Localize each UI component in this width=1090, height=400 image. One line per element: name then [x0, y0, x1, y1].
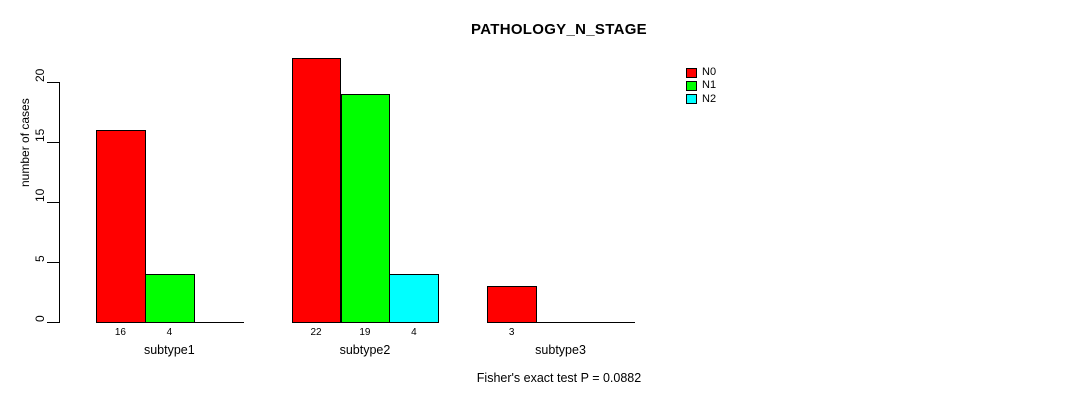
bar-value-label: 19: [359, 327, 371, 338]
category-label-subtype1: subtype1: [143, 343, 195, 357]
legend-row-n0: N0: [686, 66, 716, 79]
bar-value-label: 4: [166, 327, 173, 338]
category-label-subtype3: subtype3: [535, 343, 586, 357]
bar-value-label: 4: [411, 327, 417, 338]
legend-label: N0: [702, 66, 717, 79]
legend-swatch-icon: [686, 94, 697, 105]
bar-value-label: 3: [508, 327, 515, 338]
y-tick-mark: [47, 262, 59, 263]
legend-row-n2: N2: [686, 93, 716, 106]
legend-label: N1: [702, 79, 717, 92]
y-tick-mark: [47, 202, 59, 203]
bar-value-label: 16: [114, 327, 126, 338]
legend: N0 N1 N2: [686, 66, 716, 106]
y-tick-mark: [47, 322, 59, 323]
legend-label: N2: [702, 92, 717, 105]
stat-test-annotation: Fisher's exact test P = 0.0882: [476, 371, 642, 385]
bar-n2-subtype2: [389, 274, 440, 323]
bar-value-label: 22: [310, 327, 322, 338]
x-axis-segment: [487, 322, 635, 323]
y-axis-line: [59, 82, 60, 323]
bar-n0-subtype1: [96, 130, 146, 323]
legend-swatch-icon: [686, 80, 697, 91]
bar-n0-subtype3: [487, 286, 538, 323]
category-label-subtype2: subtype2: [339, 343, 391, 357]
y-tick-mark: [47, 142, 59, 143]
legend-swatch-icon: [686, 67, 697, 78]
y-tick-mark: [47, 82, 59, 83]
legend-row-n1: N1: [686, 79, 716, 92]
bar-n1-subtype1: [144, 274, 195, 323]
chart-title: PATHOLOGY_N_STAGE: [471, 21, 647, 38]
bar-n0-subtype2: [291, 58, 342, 323]
bar-n1-subtype2: [340, 94, 391, 323]
